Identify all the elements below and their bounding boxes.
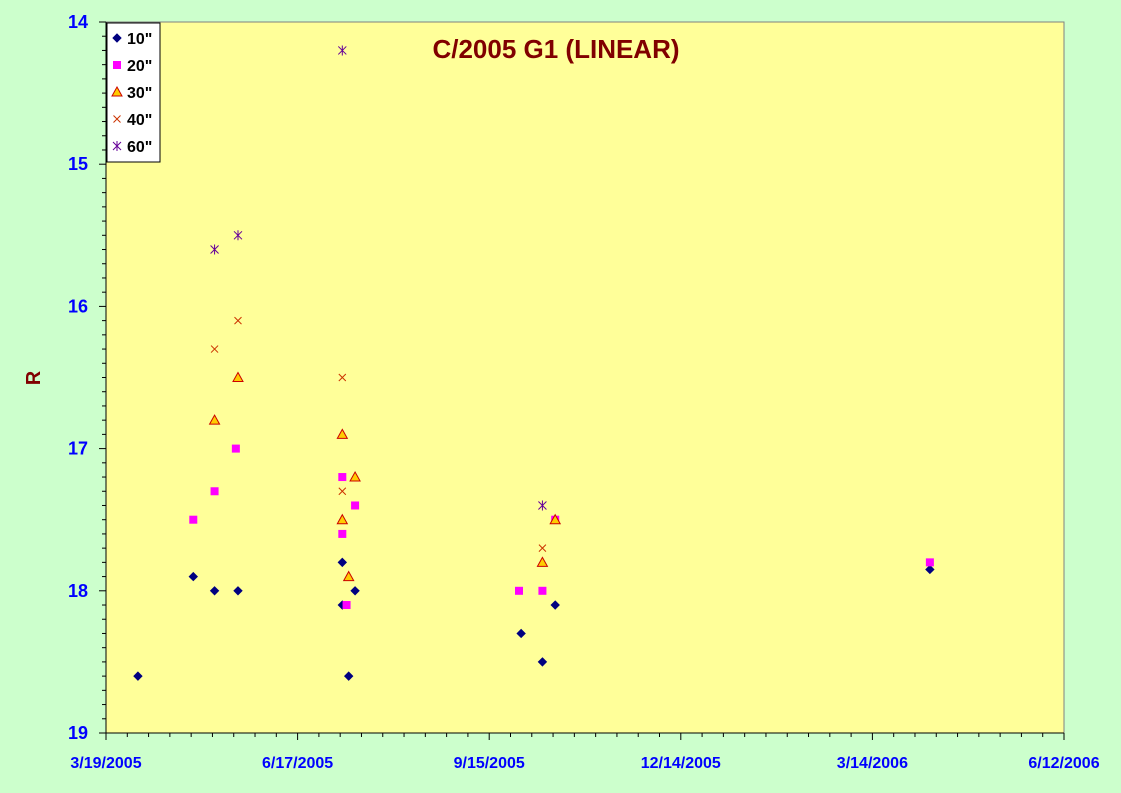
x-tick-label: 3/14/2006 xyxy=(837,755,908,772)
data-point-series-1 xyxy=(133,671,143,681)
x-tick-label: 6/12/2006 xyxy=(1028,755,1099,772)
data-point-series-3 xyxy=(536,556,549,567)
x-tick-label: 12/14/2005 xyxy=(641,755,721,772)
data-point-series-3 xyxy=(208,414,221,425)
chart-title: C/2005 G1 (LINEAR) xyxy=(432,34,679,64)
data-point-series-3 xyxy=(336,428,349,439)
data-point-series-4 xyxy=(338,373,347,382)
data-point-series-5 xyxy=(538,500,547,511)
legend-marker-series-4 xyxy=(113,115,121,123)
data-point-series-5 xyxy=(337,45,347,56)
data-point-series-4 xyxy=(210,345,219,353)
legend-marker-series-5 xyxy=(112,141,122,151)
legend-label-series-4: 40" xyxy=(127,112,152,129)
data-point-series-4 xyxy=(338,487,347,496)
data-point-series-2 xyxy=(338,529,347,538)
y-tick-label: 19 xyxy=(68,723,88,743)
data-point-series-3 xyxy=(549,513,562,525)
data-point-series-1 xyxy=(925,564,935,575)
legend-marker-series-1 xyxy=(112,33,122,43)
data-point-series-1 xyxy=(233,586,243,596)
data-point-series-4 xyxy=(538,544,547,552)
data-point-series-2 xyxy=(210,487,219,496)
plot-area xyxy=(105,21,1065,734)
data-point-series-2 xyxy=(538,586,547,595)
data-point-series-1 xyxy=(350,586,360,596)
y-tick-label: 14 xyxy=(68,12,88,32)
y-tick-label: 16 xyxy=(68,296,88,316)
data-point-series-2 xyxy=(342,601,351,610)
data-point-series-1 xyxy=(516,628,526,639)
x-tick-label: 9/15/2005 xyxy=(454,755,525,772)
data-point-series-1 xyxy=(209,586,220,596)
data-point-series-1 xyxy=(537,657,548,667)
y-tick-label: 17 xyxy=(68,439,88,459)
data-point-series-1 xyxy=(337,557,348,568)
legend-label-series-2: 20" xyxy=(127,58,152,75)
data-point-series-2 xyxy=(351,501,360,510)
data-point-series-2 xyxy=(189,515,198,524)
data-point-series-3 xyxy=(342,570,355,582)
legend-marker-series-2 xyxy=(113,61,121,69)
y-tick-label: 18 xyxy=(68,581,88,601)
data-point-series-1 xyxy=(188,571,198,582)
y-tick-label: 15 xyxy=(68,154,88,174)
data-point-series-5 xyxy=(210,244,219,255)
data-point-series-2 xyxy=(338,473,347,482)
data-point-series-3 xyxy=(232,371,244,382)
x-tick-label: 3/19/2005 xyxy=(70,755,141,772)
data-point-series-1 xyxy=(343,671,354,681)
data-point-series-3 xyxy=(336,513,349,525)
legend-label-series-5: 60" xyxy=(127,139,152,156)
data-point-series-1 xyxy=(550,600,560,610)
data-point-series-2 xyxy=(515,586,524,595)
legend-label-series-1: 10" xyxy=(127,31,152,48)
data-point-series-2 xyxy=(925,558,934,567)
x-tick-label: 6/17/2005 xyxy=(262,755,333,772)
data-point-series-3 xyxy=(349,471,361,482)
y-axis-label: R xyxy=(23,370,45,385)
data-point-series-4 xyxy=(234,316,242,325)
legend-label-series-3: 30" xyxy=(127,85,152,102)
data-point-series-2 xyxy=(231,444,240,453)
legend-marker-series-3 xyxy=(111,85,123,97)
data-point-series-5 xyxy=(233,230,243,241)
